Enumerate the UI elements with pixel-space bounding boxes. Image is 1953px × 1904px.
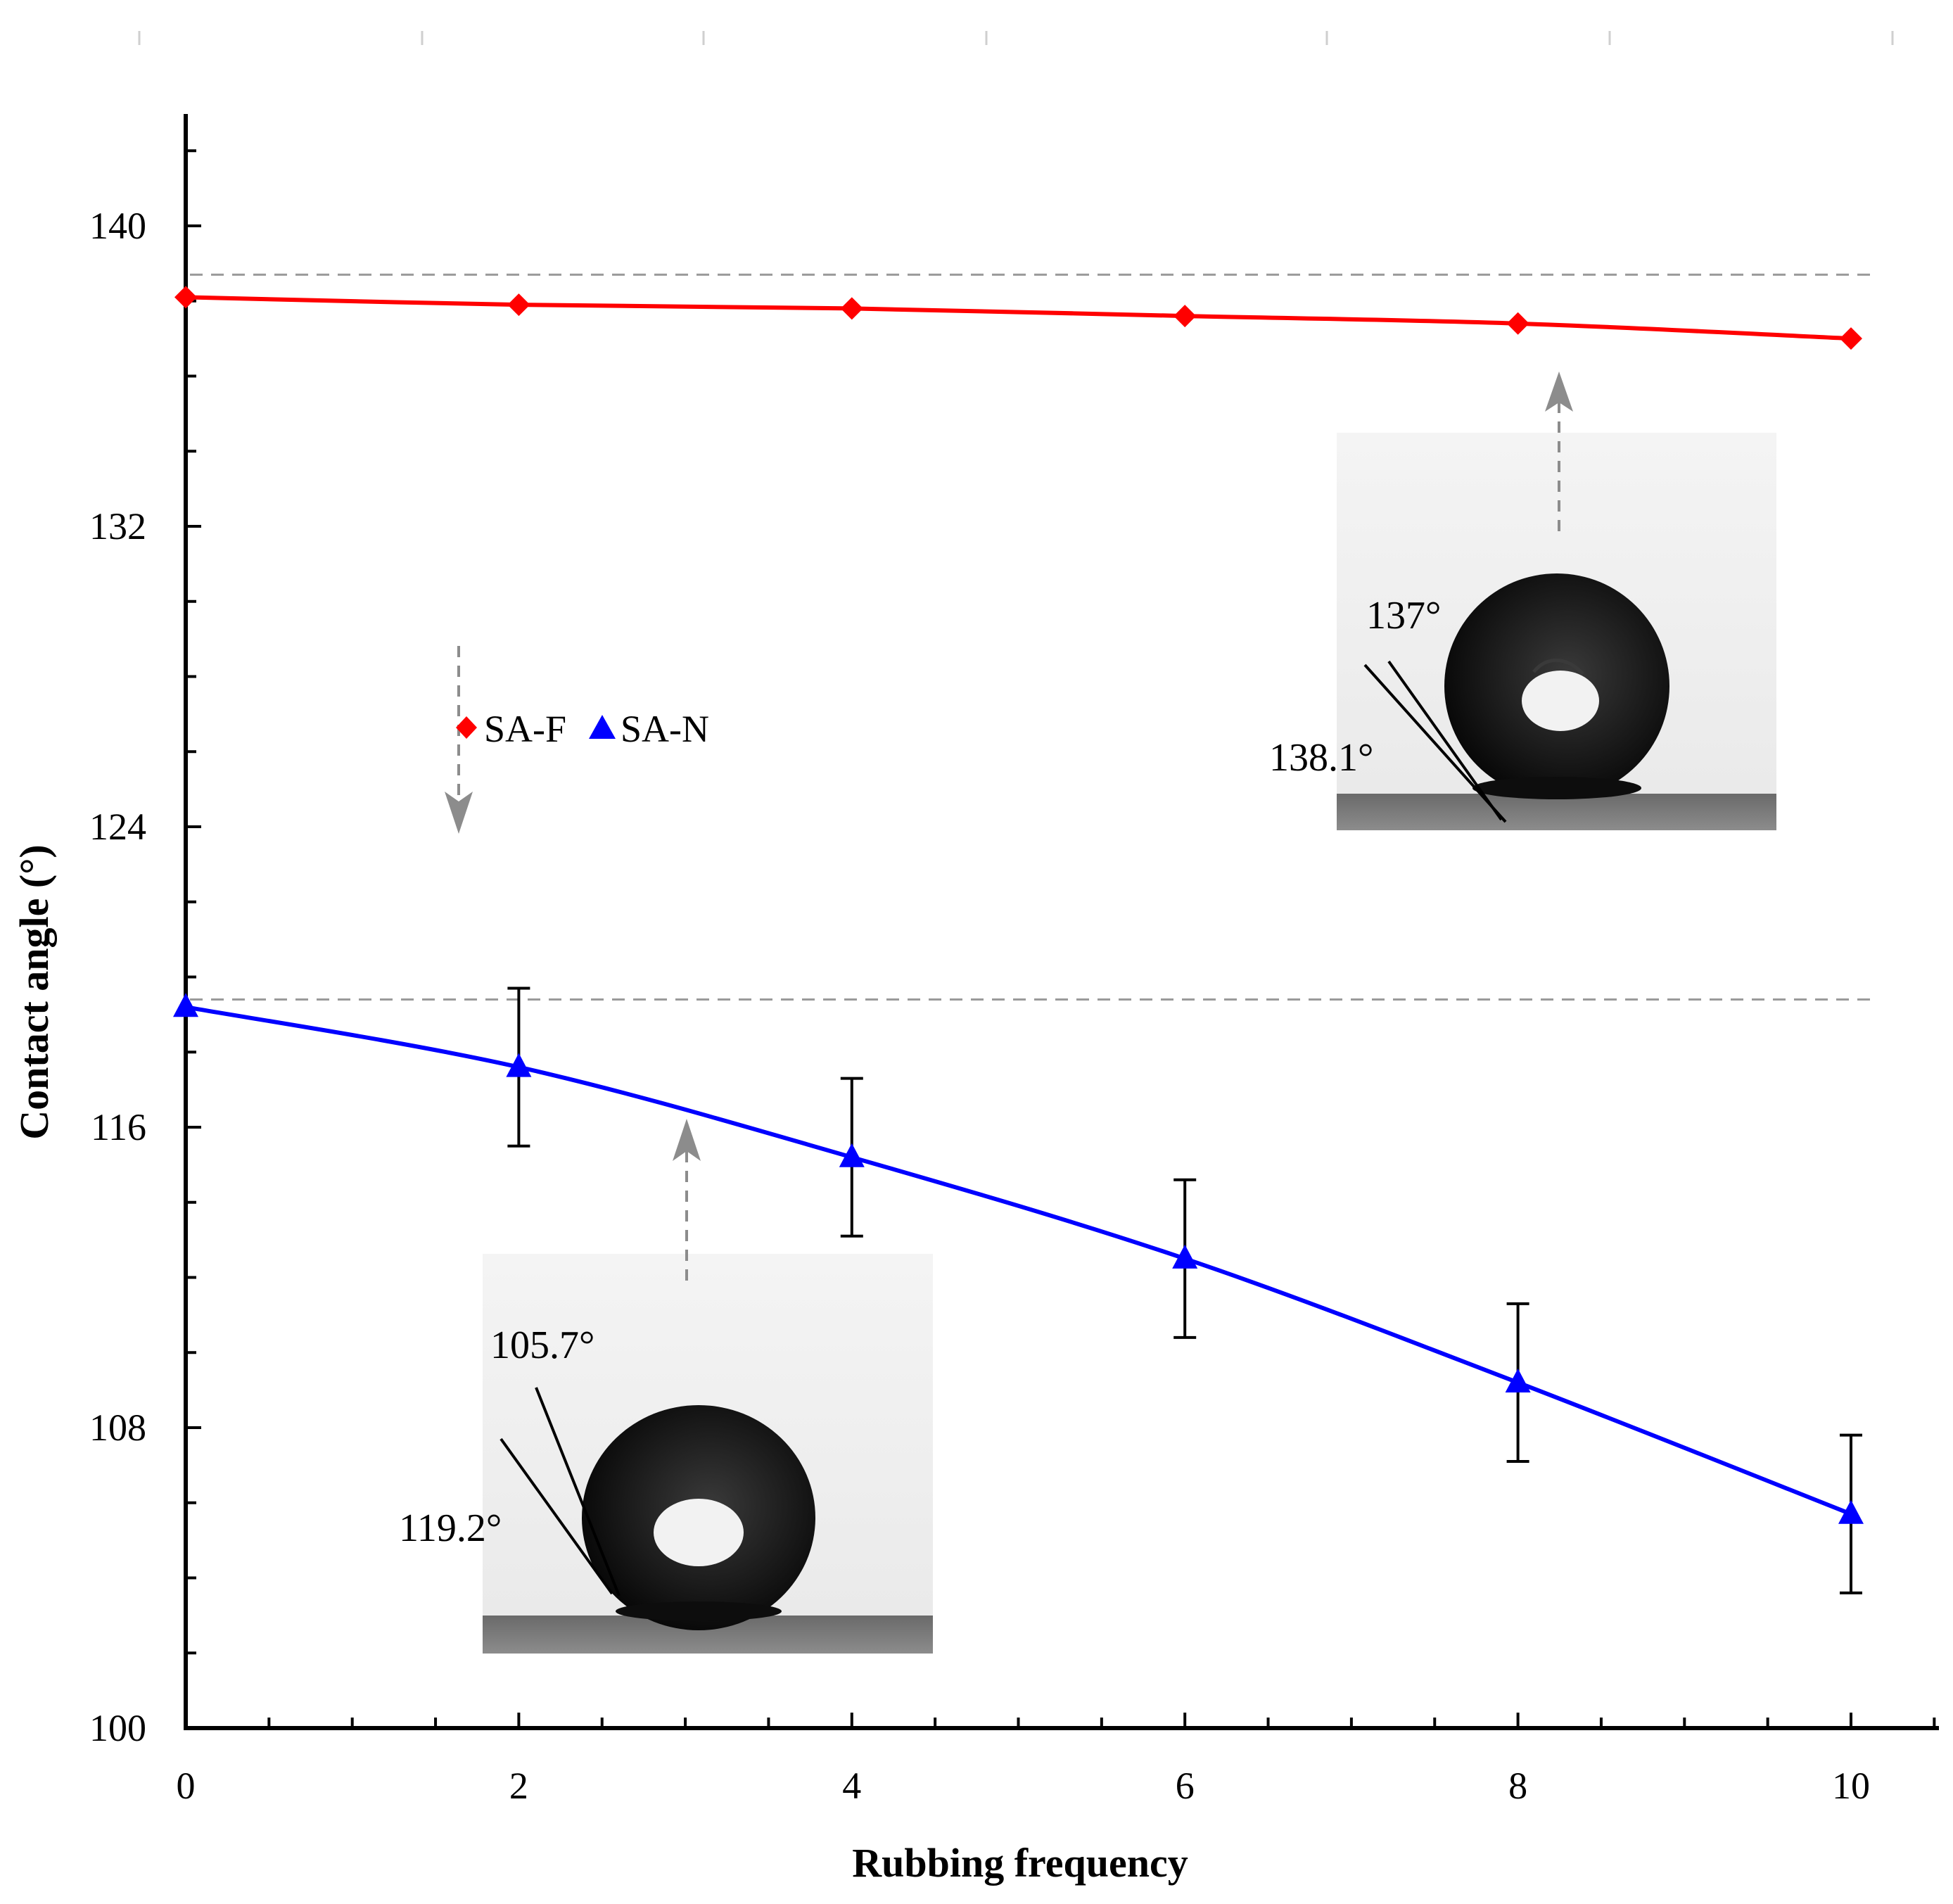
axes bbox=[184, 114, 1939, 1730]
arrow-down-from-legend bbox=[445, 646, 473, 834]
series-layer bbox=[173, 286, 1864, 1594]
data-point-sa-n-10 bbox=[1838, 1499, 1864, 1524]
top-edge-marks bbox=[138, 31, 1894, 45]
y-tick-label-132: 132 bbox=[89, 505, 146, 547]
data-point-sa-f-8 bbox=[1506, 312, 1529, 335]
x-axis-title: Rubbing frequency bbox=[852, 1840, 1188, 1886]
x-tick-label-10: 10 bbox=[1832, 1765, 1870, 1807]
arrow-up-to-sa-n bbox=[673, 1119, 701, 1281]
axis-ticks bbox=[184, 149, 1936, 1730]
x-tick-label-8: 8 bbox=[1508, 1765, 1527, 1807]
y-axis-title: Contact angle (°) bbox=[11, 844, 57, 1139]
y-tick-label-124: 124 bbox=[89, 806, 146, 848]
y-tick-label-108: 108 bbox=[89, 1407, 146, 1449]
inset-top-label-lower: 138.1° bbox=[1269, 736, 1373, 780]
inset-top-label-upper: 137° bbox=[1366, 594, 1441, 637]
data-point-sa-f-0 bbox=[174, 286, 197, 309]
data-point-sa-n-2 bbox=[506, 1053, 532, 1077]
series-line-sa-f bbox=[185, 295, 1852, 341]
series-sa-n bbox=[173, 986, 1864, 1594]
x-tick-label-4: 4 bbox=[842, 1765, 861, 1807]
reference-lines bbox=[190, 273, 1877, 1001]
axis-tick-labels: 100 108 116 124 132 140 0 2 4 6 8 10 bbox=[89, 205, 1870, 1807]
inset-bottom-label-upper: 105.7° bbox=[490, 1324, 594, 1367]
data-point-sa-f-10 bbox=[1840, 327, 1862, 350]
data-point-sa-n-0 bbox=[173, 993, 198, 1017]
legend: SA-F SA-N bbox=[456, 708, 709, 750]
legend-marker-sa-f bbox=[456, 716, 477, 739]
legend-marker-sa-n bbox=[589, 715, 616, 739]
x-tick-label-0: 0 bbox=[177, 1765, 196, 1807]
series-sa-f bbox=[174, 286, 1862, 350]
y-tick-label-116: 116 bbox=[91, 1106, 146, 1148]
legend-label-sa-n: SA-N bbox=[621, 708, 709, 750]
data-point-sa-f-4 bbox=[840, 297, 863, 320]
annotation-arrows bbox=[445, 372, 1573, 1281]
inset-droplet-sa-n: 105.7° 119.2° bbox=[399, 1254, 933, 1654]
data-point-sa-n-8 bbox=[1505, 1368, 1531, 1392]
data-point-sa-f-2 bbox=[507, 293, 530, 317]
data-point-sa-n-6 bbox=[1172, 1244, 1198, 1269]
series-line-sa-n bbox=[185, 1005, 1852, 1516]
data-point-sa-f-6 bbox=[1173, 305, 1197, 328]
x-tick-label-2: 2 bbox=[509, 1765, 528, 1807]
arrow-up-to-sa-f bbox=[1545, 372, 1573, 531]
inset-bottom-label-lower: 119.2° bbox=[399, 1506, 502, 1550]
legend-label-sa-f: SA-F bbox=[484, 708, 566, 750]
y-tick-label-100: 100 bbox=[89, 1707, 146, 1749]
data-point-sa-n-4 bbox=[839, 1143, 865, 1167]
x-tick-label-6: 6 bbox=[1176, 1765, 1195, 1807]
inset-droplet-sa-f: 137° 138.1° bbox=[1269, 433, 1776, 830]
y-tick-label-140: 140 bbox=[89, 205, 146, 247]
